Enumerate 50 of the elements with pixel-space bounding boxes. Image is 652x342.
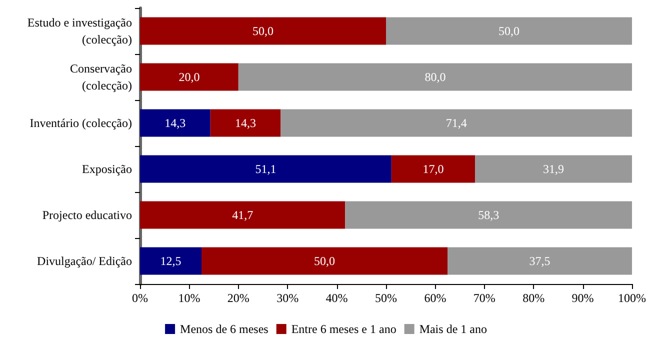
y-tick-label: Inventário (colecção) [30, 116, 132, 130]
bar [140, 155, 392, 183]
legend-label: Mais de 1 ano [419, 322, 487, 336]
x-tick-label: 80% [522, 291, 545, 305]
data-label: 58,3 [478, 208, 500, 222]
y-tick-label: Projecto educativo [42, 208, 132, 222]
data-label: 31,9 [543, 162, 564, 176]
bar [140, 201, 346, 229]
y-tick-label: Conservação (colecção) [70, 62, 132, 92]
x-tick-label: 10% [178, 291, 200, 305]
bar [386, 17, 632, 45]
data-label: 50,0 [314, 254, 335, 268]
data-label: 12,5 [160, 254, 182, 268]
bar [345, 201, 632, 229]
bar [280, 109, 632, 137]
data-label: 37,5 [529, 254, 550, 268]
data-label: 14,3 [235, 116, 256, 130]
data-label: 80,0 [424, 70, 446, 84]
data-label: 17,0 [422, 162, 444, 176]
x-tick-label: 50% [375, 291, 397, 305]
bar [140, 247, 202, 275]
data-label: 50,0 [252, 24, 274, 38]
x-tick-label: 70% [473, 291, 496, 305]
data-label: 14,3 [164, 116, 186, 130]
bar [140, 17, 386, 45]
y-tick-label: Estudo e investigação (colecção) [27, 16, 132, 46]
bar [238, 63, 632, 91]
x-tick-label: 30% [276, 291, 299, 305]
data-label: 41,7 [232, 208, 254, 222]
bar [475, 155, 632, 183]
x-tick-label: 20% [227, 291, 250, 305]
x-tick-label: 40% [326, 291, 348, 305]
data-label: 50,0 [498, 24, 520, 38]
y-tick-label: Exposição [82, 162, 132, 176]
x-tick-label: 90% [572, 291, 594, 305]
x-tick-label: 60% [424, 291, 446, 305]
data-label: 71,4 [446, 116, 467, 130]
data-label: 51,1 [255, 162, 276, 176]
legend-label: Entre 6 meses e 1 ano [291, 322, 396, 336]
bar [391, 155, 476, 183]
data-label: 20,0 [178, 70, 200, 84]
x-tick-label: 0% [132, 291, 148, 305]
bar [448, 247, 632, 275]
bar [140, 109, 210, 137]
y-tick-label: Divulgação/ Edição [37, 254, 132, 268]
legend-label: Menos de 6 meses [180, 322, 269, 336]
x-tick-label: 100% [618, 291, 646, 305]
bar [140, 63, 238, 91]
bar [202, 247, 448, 275]
bar [210, 109, 281, 137]
